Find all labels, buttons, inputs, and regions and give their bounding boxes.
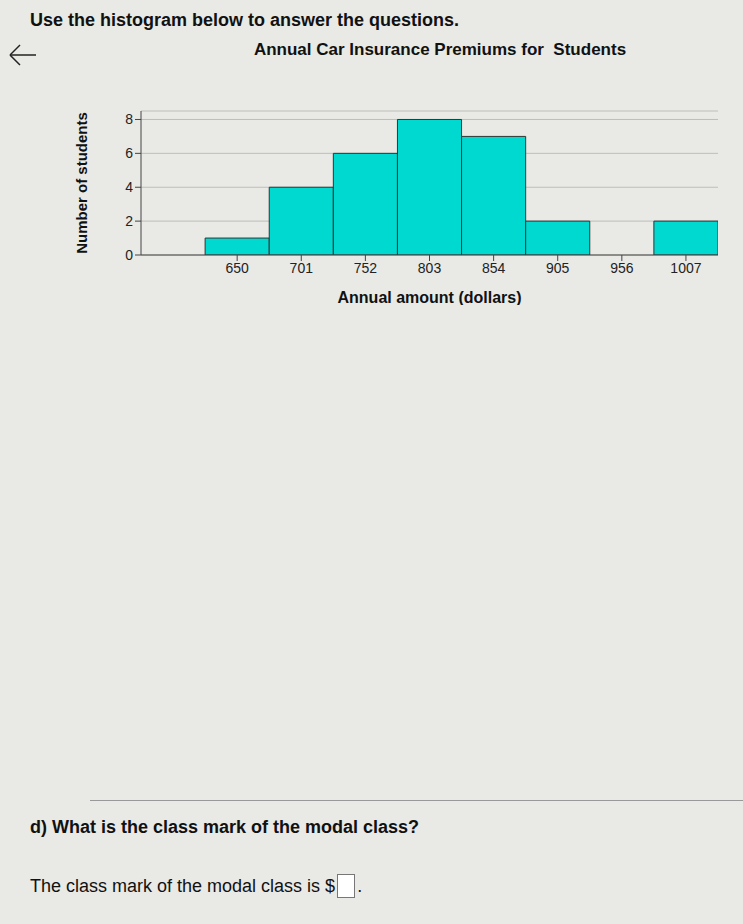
- svg-text:Annual amount (dollars): Annual amount (dollars): [338, 289, 522, 305]
- html-text:Use the histogram below to ans: Use the histogram below to answer the qu…: [30, 10, 460, 30]
- svg-text:Number of students: Number of students: [73, 112, 90, 254]
- html-text:d) What is the class mark of t: d) What is the class mark of the modal c…: [30, 817, 420, 837]
- svg-text:1007: 1007: [670, 260, 701, 276]
- html-text:Annual Car Insurance Premiums: Annual Car Insurance Premiums for Studen…: [253, 40, 627, 59]
- svg-text:6: 6: [125, 145, 133, 161]
- svg-text:854: 854: [482, 260, 506, 276]
- html-text:The class mark of the modal cl: The class mark of the modal class is $: [30, 875, 336, 896]
- svg-text:803: 803: [418, 260, 442, 276]
- svg-text:650: 650: [225, 260, 249, 276]
- svg-text:956: 956: [610, 260, 634, 276]
- svg-text:0: 0: [125, 247, 133, 263]
- svg-text:4: 4: [125, 179, 133, 195]
- svg-text:701: 701: [290, 260, 314, 276]
- svg-text:2: 2: [125, 213, 133, 229]
- svg-text:905: 905: [546, 260, 570, 276]
- svg-text:8: 8: [125, 111, 133, 127]
- svg-text:752: 752: [354, 260, 378, 276]
